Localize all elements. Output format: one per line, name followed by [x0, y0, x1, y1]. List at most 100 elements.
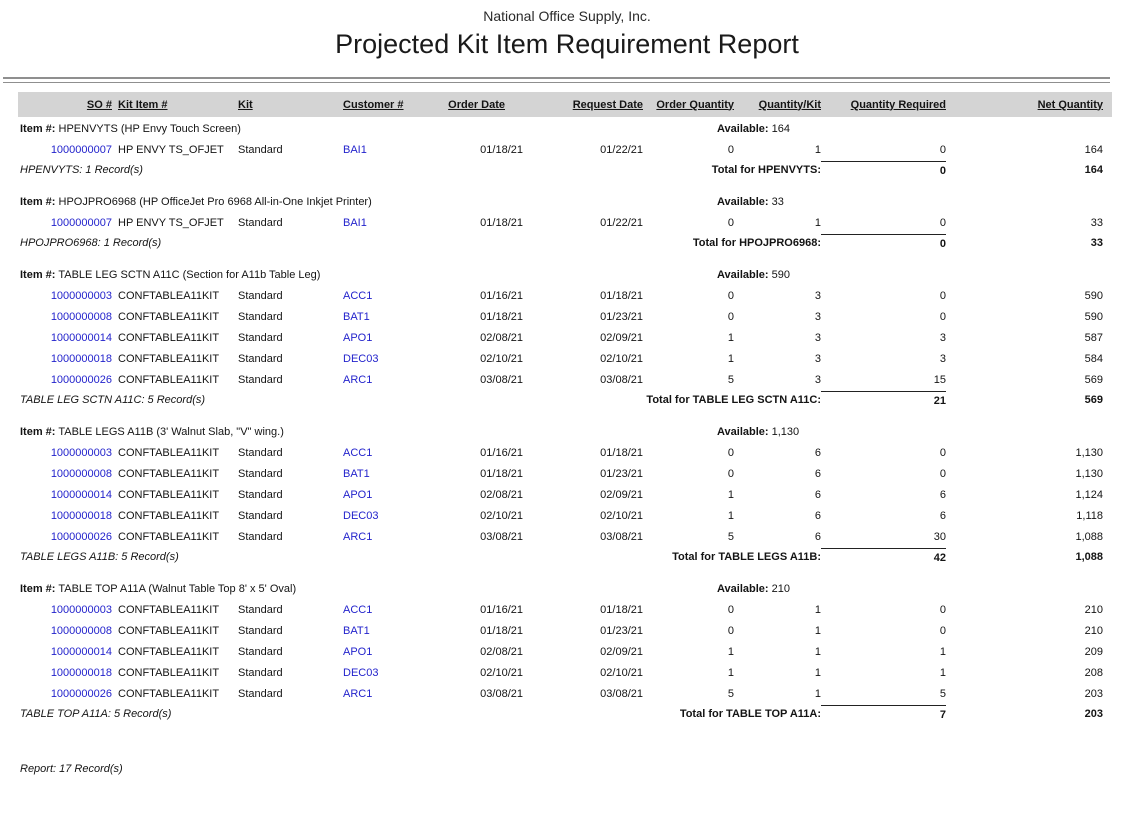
column-header-request_date: Request Date: [572, 98, 643, 111]
so-number-link[interactable]: 1000000014: [50, 489, 112, 501]
group-total-qty-required: 0: [821, 234, 946, 254]
available-value: 210: [771, 583, 790, 595]
column-header-order_qty: Order Quantity: [656, 98, 734, 111]
so-number-link[interactable]: 1000000018: [50, 510, 112, 522]
cell-kit_item: CONFTABLEA11KIT: [118, 311, 220, 323]
cell-request_date: 01/23/21: [600, 311, 643, 323]
cell-order_qty: 1: [727, 646, 734, 658]
so-number-link[interactable]: 1000000003: [50, 604, 112, 616]
data-row: 1000000018 CONFTABLEA11KIT Standard DEC03 02…: [20, 663, 1103, 684]
cell-qty_per_kit: 3: [814, 332, 821, 344]
customer-link[interactable]: APO1: [343, 332, 373, 344]
so-number-link[interactable]: 1000000007: [50, 217, 112, 229]
customer-link[interactable]: BAI1: [343, 144, 367, 156]
cell-order_qty: 1: [727, 332, 734, 344]
cell-qty_required: 15: [933, 374, 946, 386]
cell-request_date: 03/08/21: [600, 374, 643, 386]
cell-qty_per_kit: 3: [814, 353, 821, 365]
item-number: Item #: HPOJPRO6968 (HP OfficeJet Pro 69…: [20, 196, 372, 208]
cell-order_qty: 0: [727, 290, 734, 302]
item-number: Item #: TABLE LEGS A11B (3' Walnut Slab,…: [20, 426, 284, 438]
so-number-link[interactable]: 1000000026: [50, 688, 112, 700]
customer-link[interactable]: DEC03: [343, 667, 379, 679]
customer-link[interactable]: ARC1: [343, 374, 373, 386]
cell-order_qty: 0: [727, 604, 734, 616]
cell-net_qty: 164: [1084, 144, 1103, 156]
cell-qty_required: 5: [939, 688, 946, 700]
customer-link[interactable]: ACC1: [343, 604, 373, 616]
customer-link[interactable]: DEC03: [343, 510, 379, 522]
so-number-link[interactable]: 1000000014: [50, 332, 112, 344]
group-total-label: Total for HPOJPRO6968:: [692, 237, 821, 249]
group-total-label: Total for TABLE LEG SCTN A11C:: [646, 394, 821, 406]
cell-order_date: 02/10/21: [480, 667, 523, 679]
cell-net_qty: 590: [1084, 311, 1103, 323]
group-total-row: TABLE LEGS A11B: 5 Record(s) Total for TA…: [20, 548, 1103, 568]
cell-kit_item: CONFTABLEA11KIT: [118, 489, 220, 501]
cell-qty_per_kit: 6: [814, 531, 821, 543]
group-total-qty-required: 42: [821, 548, 946, 568]
available-info: Available: 164: [717, 119, 790, 140]
customer-link[interactable]: BAT1: [343, 311, 370, 323]
customer-link[interactable]: BAI1: [343, 217, 367, 229]
group-header-row: Item #: TABLE LEG SCTN A11C (Section for…: [20, 265, 1103, 286]
so-number-link[interactable]: 1000000007: [50, 144, 112, 156]
cell-kit_item: CONFTABLEA11KIT: [118, 510, 220, 522]
cell-request_date: 02/10/21: [600, 353, 643, 365]
cell-kit: Standard: [238, 144, 283, 156]
so-number-link[interactable]: 1000000003: [50, 447, 112, 459]
group-total-qty-required: 21: [821, 391, 946, 411]
so-number-link[interactable]: 1000000008: [50, 468, 112, 480]
cell-kit: Standard: [238, 374, 283, 386]
cell-qty_required: 0: [939, 217, 946, 229]
so-number-link[interactable]: 1000000026: [50, 531, 112, 543]
column-header-band: SO # Kit Item # Kit Customer # Order Date Req…: [18, 92, 1112, 117]
cell-qty_required: 0: [939, 625, 946, 637]
customer-link[interactable]: DEC03: [343, 353, 379, 365]
data-row: 1000000003 CONFTABLEA11KIT Standard ACC1 01/…: [20, 443, 1103, 464]
customer-link[interactable]: ARC1: [343, 531, 373, 543]
cell-qty_required: 1: [939, 667, 946, 679]
so-number-link[interactable]: 1000000008: [50, 311, 112, 323]
item-number-value: TABLE LEG SCTN A11C (Section for A11b Ta…: [58, 269, 321, 281]
customer-link[interactable]: ACC1: [343, 447, 373, 459]
cell-qty_per_kit: 1: [814, 625, 821, 637]
so-number-link[interactable]: 1000000014: [50, 646, 112, 658]
so-number-link[interactable]: 1000000018: [50, 353, 112, 365]
group-total-row: HPOJPRO6968: 1 Record(s) Total for HPOJPR…: [20, 234, 1103, 254]
cell-net_qty: 210: [1084, 604, 1103, 616]
customer-link[interactable]: ARC1: [343, 688, 373, 700]
customer-link[interactable]: BAT1: [343, 468, 370, 480]
so-number-link[interactable]: 1000000008: [50, 625, 112, 637]
cell-qty_per_kit: 1: [814, 144, 821, 156]
group-record-count: HPENVYTS: 1 Record(s): [20, 164, 143, 176]
item-number-value: TABLE LEGS A11B (3' Walnut Slab, "V" win…: [58, 426, 284, 438]
group-total-net-qty: 569: [1084, 394, 1103, 406]
column-header-qty_per_kit: Quantity/Kit: [758, 98, 821, 111]
available-value: 1,130: [771, 426, 800, 438]
group-total-net-qty: 203: [1084, 708, 1103, 720]
cell-request_date: 03/08/21: [600, 688, 643, 700]
column-header-net_qty: Net Quantity: [1037, 98, 1103, 111]
so-number-link[interactable]: 1000000018: [50, 667, 112, 679]
cell-request_date: 01/22/21: [600, 144, 643, 156]
cell-order_qty: 0: [727, 144, 734, 156]
customer-link[interactable]: BAT1: [343, 625, 370, 637]
item-group: Item #: TABLE LEGS A11B (3' Walnut Slab,…: [20, 422, 1103, 568]
group-total-qty-required: 0: [821, 161, 946, 181]
cell-order_qty: 5: [727, 688, 734, 700]
cell-qty_per_kit: 3: [814, 311, 821, 323]
so-number-link[interactable]: 1000000026: [50, 374, 112, 386]
item-number-value: HPENVYTS (HP Envy Touch Screen): [58, 123, 241, 135]
customer-link[interactable]: ACC1: [343, 290, 373, 302]
customer-link[interactable]: APO1: [343, 646, 373, 658]
customer-link[interactable]: APO1: [343, 489, 373, 501]
data-row: 1000000014 CONFTABLEA11KIT Standard APO1 02/…: [20, 328, 1103, 349]
cell-qty_required: 6: [939, 489, 946, 501]
cell-order_qty: 1: [727, 353, 734, 365]
cell-kit_item: CONFTABLEA11KIT: [118, 374, 220, 386]
group-header-row: Item #: HPOJPRO6968 (HP OfficeJet Pro 69…: [20, 192, 1103, 213]
cell-net_qty: 1,124: [1075, 489, 1103, 501]
so-number-link[interactable]: 1000000003: [50, 290, 112, 302]
company-name: National Office Supply, Inc.: [483, 8, 651, 24]
